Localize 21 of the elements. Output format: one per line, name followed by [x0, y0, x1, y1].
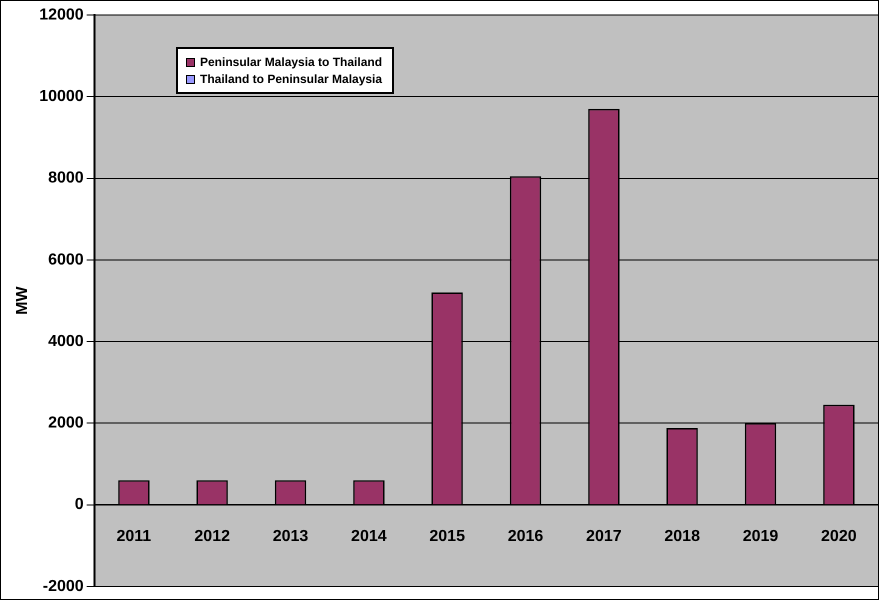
- y-tick-label: -2000: [42, 578, 84, 595]
- x-tick-label: 2017: [586, 528, 622, 545]
- x-tick-label: 2011: [116, 528, 152, 545]
- x-tick-label: 2015: [429, 528, 466, 545]
- x-tick-label: 2013: [272, 528, 308, 545]
- y-tick-label: 4000: [48, 332, 84, 350]
- x-tick-label: 2020: [821, 528, 857, 545]
- y-axis-title: MW: [14, 286, 32, 315]
- legend-label: Thailand to Peninsular Malaysia: [200, 72, 382, 86]
- y-tick-label: 10000: [39, 88, 84, 106]
- x-tick-label: 2019: [742, 528, 778, 545]
- y-tick-label: 8000: [48, 170, 84, 187]
- x-tick-label: 2016: [508, 528, 544, 545]
- x-tick-label: 2014: [351, 528, 387, 545]
- x-tick-label: 2018: [664, 528, 700, 545]
- y-tick-label: 12000: [39, 6, 84, 24]
- y-tick-label: 6000: [48, 251, 84, 268]
- y-tick-label: 0: [74, 496, 84, 514]
- x-tick-label: 2012: [194, 528, 230, 545]
- y-tick-label: 2000: [48, 414, 84, 432]
- legend-label: Peninsular Malaysia to Thailand: [200, 55, 382, 69]
